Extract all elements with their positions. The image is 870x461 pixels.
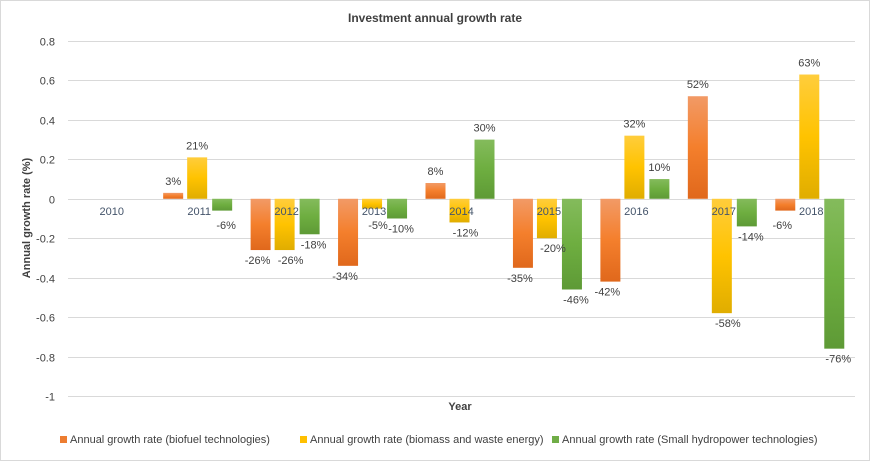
bar-1-2017 (711, 198, 732, 314)
x-tick-label: 2013 (362, 206, 386, 218)
data-label: -12% (453, 227, 479, 239)
y-tick-label: -0.8 (36, 353, 55, 365)
x-tick-label: 2015 (537, 206, 561, 218)
bar-1-2014 (449, 198, 470, 223)
y-tick-label: -1 (45, 392, 55, 404)
y-tick-label: 0 (49, 195, 55, 207)
bar-1-2013 (362, 198, 383, 209)
data-label: 21% (186, 140, 208, 152)
y-tick-label: -0.2 (36, 234, 55, 246)
bar-0-2015 (512, 198, 533, 268)
bar-0-2011 (163, 192, 184, 199)
bar-2-2012 (299, 198, 320, 235)
data-label: 8% (428, 166, 444, 178)
data-label: 3% (165, 176, 181, 188)
bar-2-2016 (649, 179, 670, 199)
data-label: -14% (738, 231, 764, 243)
data-label: 32% (623, 119, 645, 131)
y-tick-label: 0.8 (40, 37, 55, 49)
data-label: 63% (798, 58, 820, 70)
data-label: -5% (368, 220, 388, 232)
legend-swatch (552, 436, 559, 443)
bar-0-2014 (425, 183, 446, 199)
legend-entry: Annual growth rate (Small hydropower tec… (562, 434, 818, 446)
bar-0-2013 (338, 198, 359, 266)
bar-1-2011 (187, 157, 208, 199)
x-tick-label: 2016 (624, 206, 648, 218)
x-tick-label: 2018 (799, 206, 823, 218)
bar-2-2018 (824, 198, 845, 349)
y-tick-label: 0.4 (40, 116, 55, 128)
legend-swatch (300, 436, 307, 443)
bar-2-2017 (736, 198, 757, 227)
bar-0-2012 (250, 198, 271, 251)
data-label: -10% (388, 224, 414, 236)
bar-1-2012 (274, 198, 295, 251)
x-tick-label: 2017 (712, 206, 736, 218)
y-tick-label: -0.4 (36, 274, 55, 286)
bar-2-2013 (387, 198, 408, 219)
x-tick-label: 2014 (449, 206, 473, 218)
bar-1-2018 (799, 74, 820, 199)
x-tick-label: 2012 (274, 206, 298, 218)
bar-0-2016 (600, 198, 621, 282)
y-tick-label: 0.6 (40, 76, 55, 88)
data-label: -6% (772, 220, 792, 232)
legend-entry: Annual growth rate (biofuel technologies… (70, 434, 270, 446)
data-label: -18% (301, 239, 327, 251)
y-tick-label: 0.2 (40, 155, 55, 167)
data-label: -42% (595, 287, 621, 299)
y-axis-title: Annual growth rate (%) (21, 157, 33, 278)
data-label: -76% (825, 354, 851, 366)
legend-entry: Annual growth rate (biomass and waste en… (310, 434, 544, 446)
y-tick-label: -0.6 (36, 313, 55, 325)
x-tick-label: 2011 (187, 206, 211, 218)
data-label: -35% (507, 273, 533, 285)
bar-0-2018 (775, 198, 796, 211)
bar-2-2015 (561, 198, 582, 290)
data-label: -34% (332, 271, 358, 283)
data-label: -46% (563, 295, 589, 307)
bar-2-2011 (212, 198, 233, 211)
data-label: -26% (245, 255, 271, 267)
x-tick-label: 2010 (99, 206, 123, 218)
data-label: -58% (715, 318, 741, 330)
data-label: -26% (278, 255, 304, 267)
bar-0-2017 (687, 96, 708, 199)
chart-title: Investment annual growth rate (348, 11, 522, 25)
data-label: 30% (473, 123, 495, 135)
data-label: -6% (216, 220, 236, 232)
bar-1-2015 (536, 198, 557, 239)
data-label: 10% (648, 162, 670, 174)
data-label: -20% (540, 243, 566, 255)
bar-1-2016 (624, 135, 645, 199)
legend-swatch (60, 436, 67, 443)
data-label: 52% (687, 79, 709, 91)
x-axis-title: Year (448, 401, 472, 413)
bar-2-2014 (474, 139, 495, 199)
